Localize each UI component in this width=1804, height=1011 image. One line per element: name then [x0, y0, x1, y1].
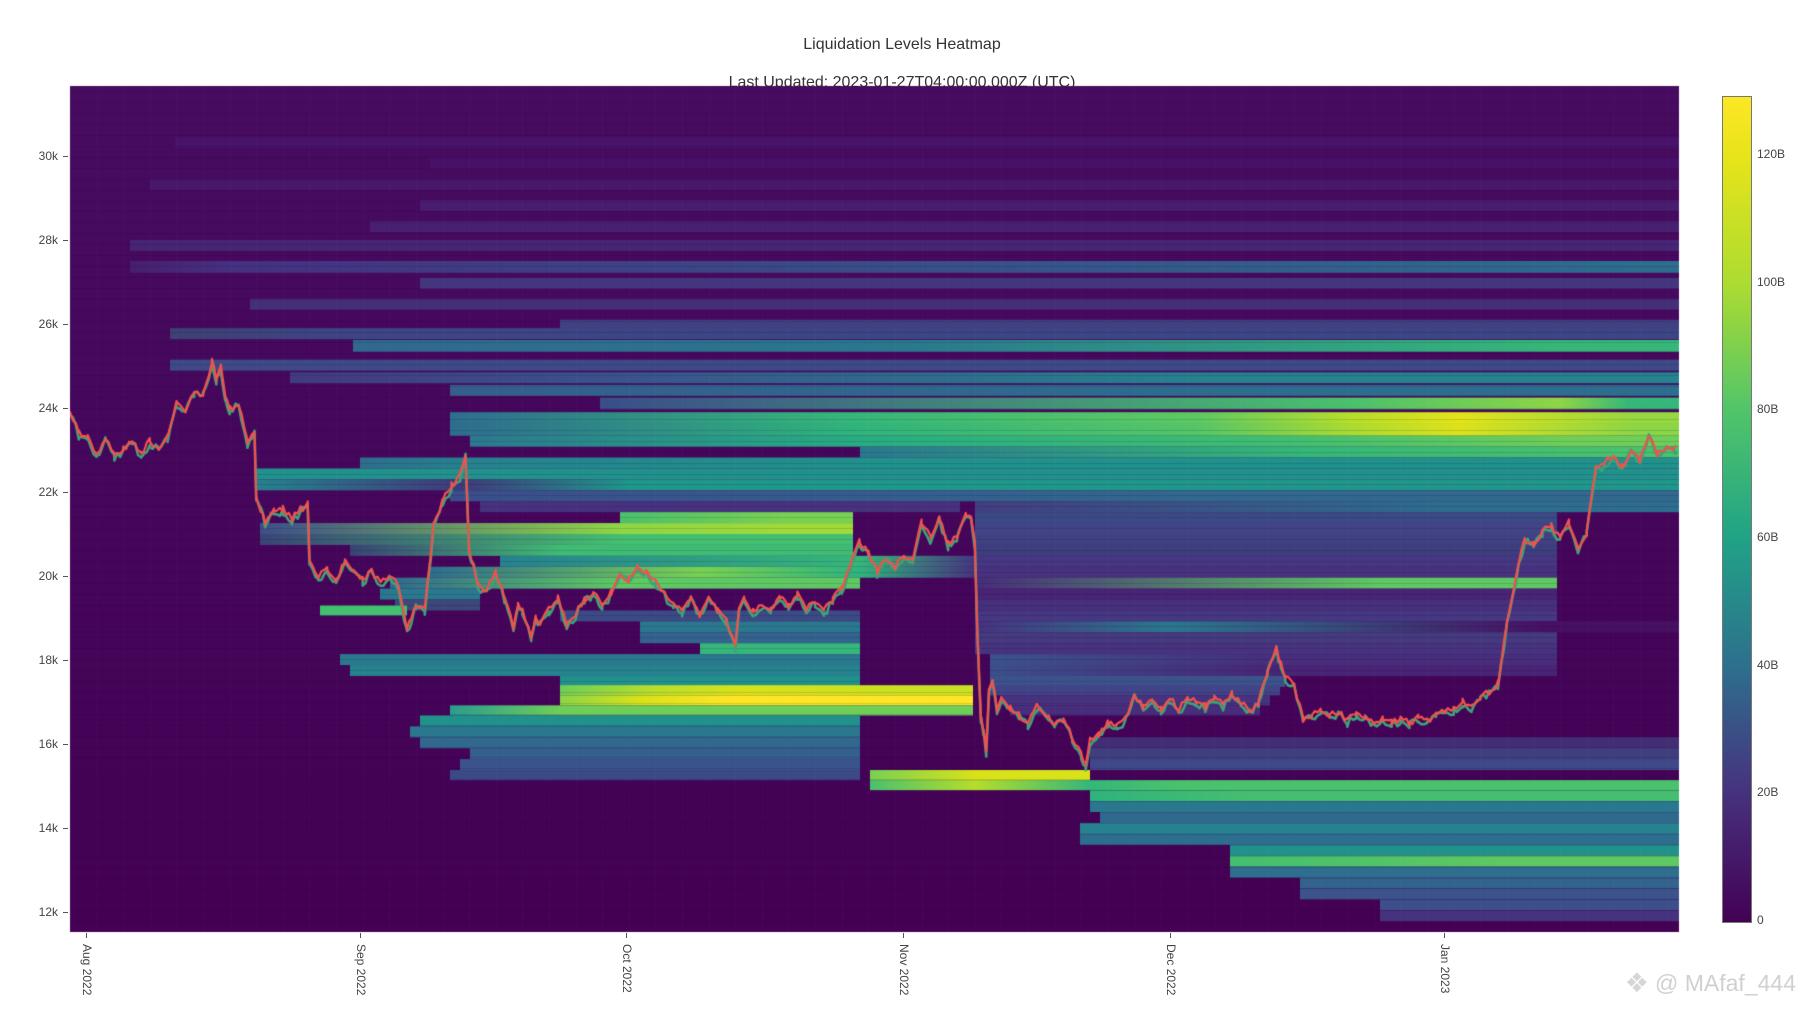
x-tick-mark [626, 933, 627, 938]
colorbar-tick-label: 60B [1757, 530, 1779, 544]
y-tick-label: 22k [38, 485, 58, 499]
x-tick-mark [86, 933, 87, 938]
colorbar-tick-label: 120B [1757, 147, 1786, 161]
x-tick-mark [1444, 933, 1445, 938]
x-tick-mark [1170, 933, 1171, 938]
y-tick-mark [63, 576, 68, 577]
x-tick-mark [360, 933, 361, 938]
y-tick-label: 12k [38, 905, 58, 919]
y-tick-label: 20k [38, 569, 58, 583]
y-tick-mark [63, 912, 68, 913]
colorbar-tick-label: 0 [1757, 913, 1764, 927]
y-tick-mark [63, 492, 68, 493]
y-tick-mark [63, 156, 68, 157]
colorbar-tick-label: 100B [1757, 275, 1786, 289]
x-tick-label: Aug 2022 [80, 944, 94, 996]
diamond-gem-icon: ❖ [1624, 968, 1650, 998]
x-tick-label: Oct 2022 [620, 944, 634, 993]
y-tick-mark [63, 408, 68, 409]
watermark: ❖ @ MAfaf_444 [1625, 968, 1796, 999]
y-tick-label: 26k [38, 317, 58, 331]
y-tick-label: 18k [38, 653, 58, 667]
y-tick-label: 16k [38, 737, 58, 751]
y-tick-mark [63, 324, 68, 325]
x-tick-label: Nov 2022 [897, 944, 911, 996]
y-tick-label: 28k [38, 233, 58, 247]
y-tick-mark [63, 828, 68, 829]
y-tick-mark [63, 660, 68, 661]
y-tick-label: 14k [38, 821, 58, 835]
y-tick-mark [63, 240, 68, 241]
watermark-handle: @ MAfaf_444 [1655, 970, 1796, 996]
y-tick-label: 30k [38, 149, 58, 163]
x-tick-label: Sep 2022 [354, 944, 368, 996]
y-tick-label: 24k [38, 401, 58, 415]
colorbar-gradient [1722, 96, 1752, 923]
colorbar-tick-label: 40B [1757, 658, 1779, 672]
x-tick-mark [903, 933, 904, 938]
x-tick-label: Jan 2023 [1438, 944, 1452, 994]
colorbar-tick-label: 80B [1757, 402, 1779, 416]
x-tick-label: Dec 2022 [1164, 944, 1178, 996]
y-tick-mark [63, 744, 68, 745]
colorbar-tick-label: 20B [1757, 785, 1779, 799]
